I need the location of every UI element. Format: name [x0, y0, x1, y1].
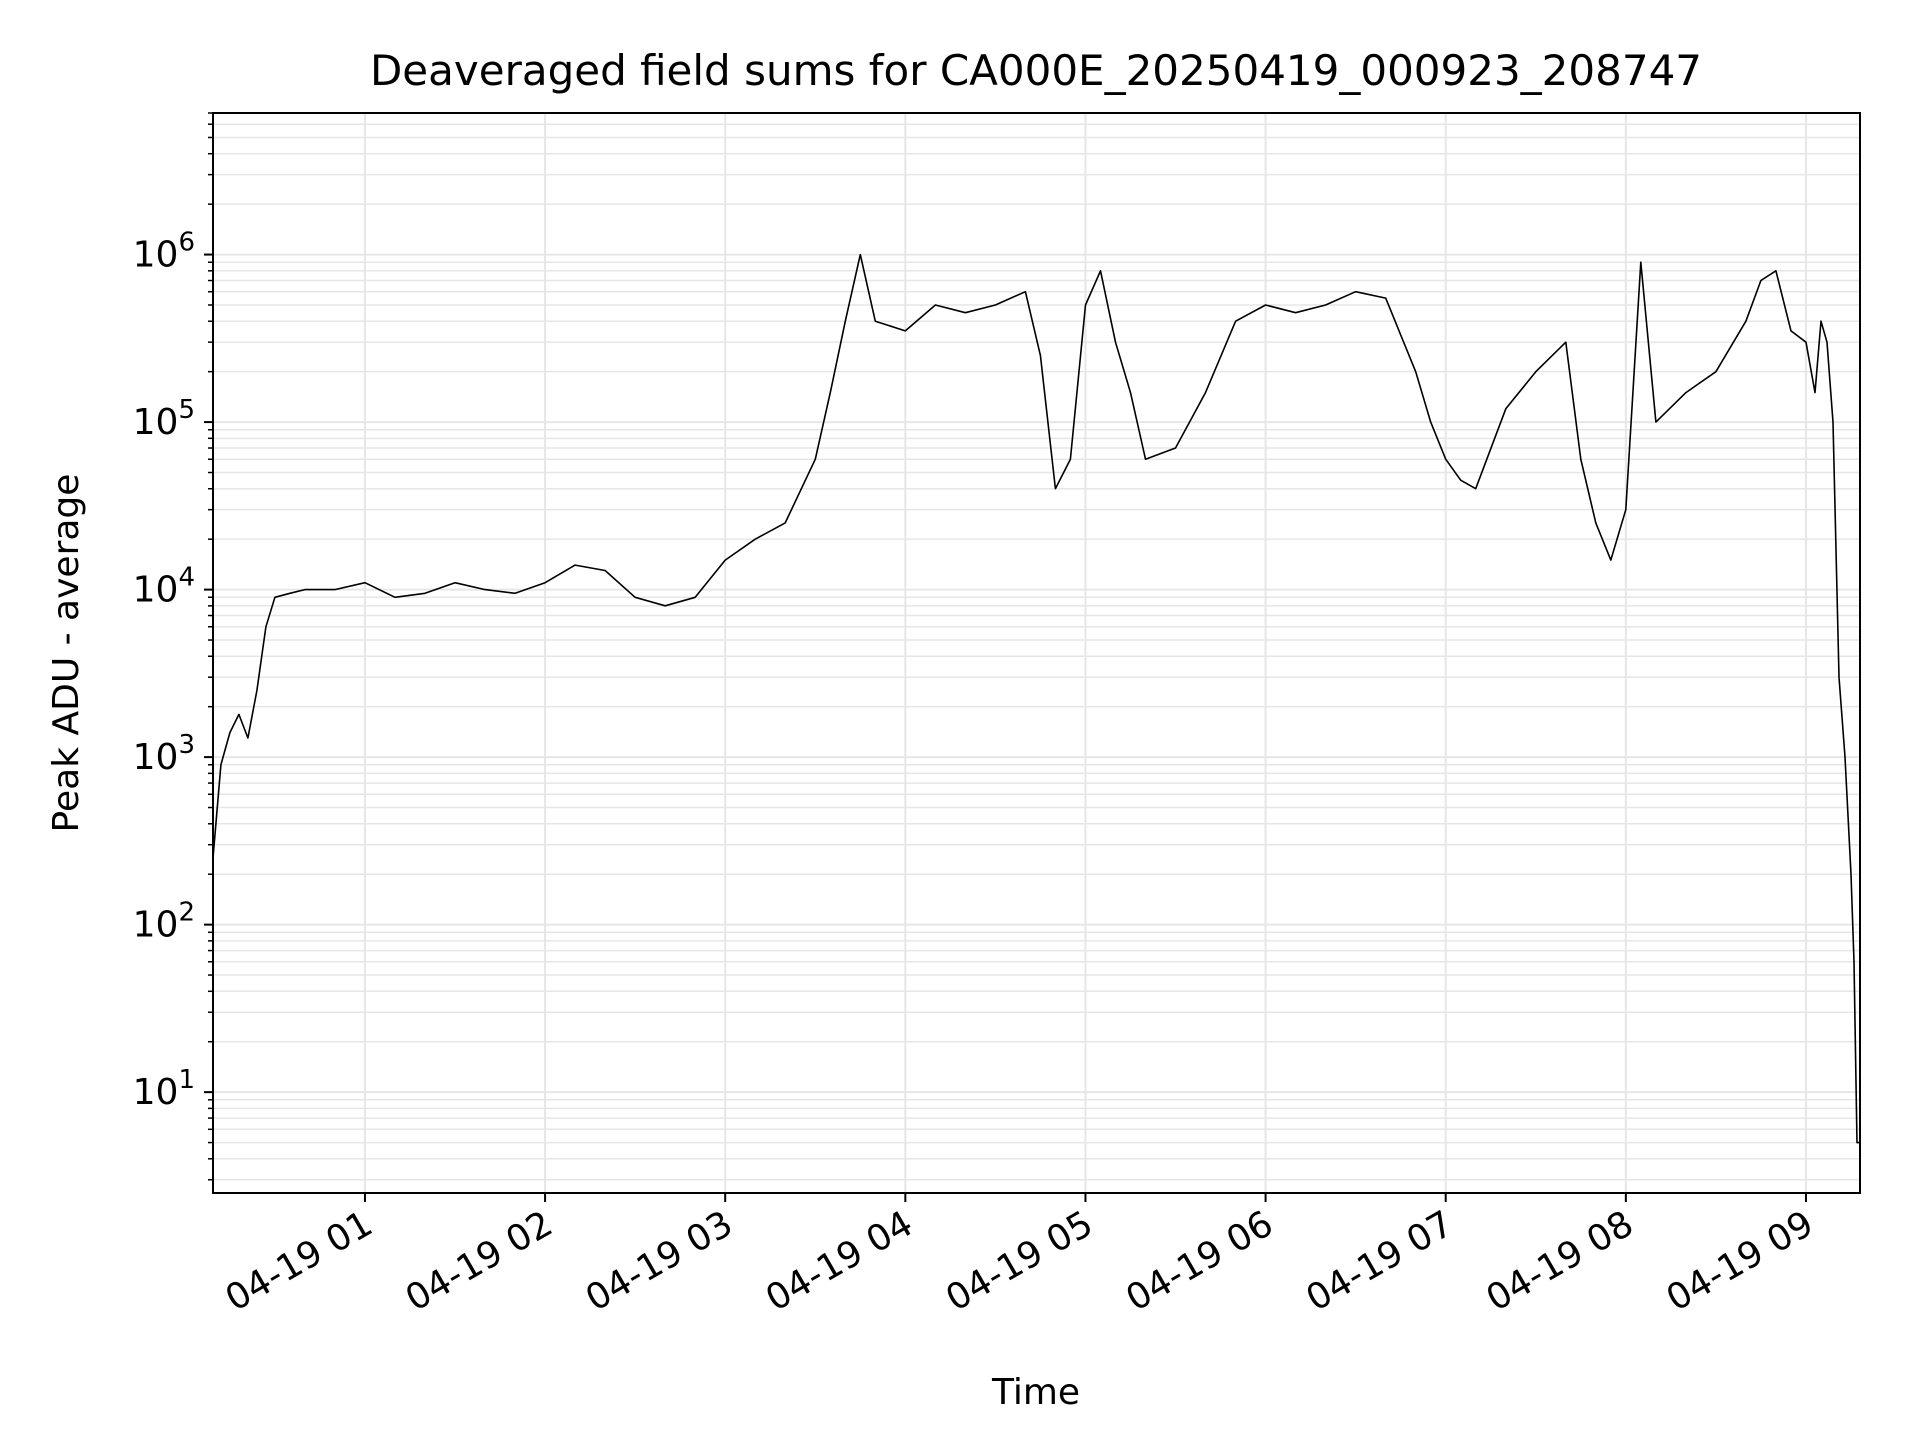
chart-title: Deaveraged field sums for CA000E_2025041… — [370, 46, 1702, 95]
y-tick-label: 104 — [133, 563, 195, 611]
y-axis-label: Peak ADU - average — [46, 474, 87, 833]
grid-lines — [213, 112, 1860, 1193]
x-axis-label: Time — [991, 1372, 1080, 1413]
data-line-layer — [212, 253, 1860, 1144]
y-tick-label: 105 — [133, 395, 195, 443]
y-tick-label: 102 — [133, 898, 195, 946]
plot-frame — [212, 112, 1861, 1194]
y-tick-label: 106 — [133, 228, 195, 276]
y-tick-label: 103 — [133, 730, 195, 778]
y-tick-label: 101 — [133, 1065, 195, 1113]
series-line — [212, 253, 1860, 1144]
